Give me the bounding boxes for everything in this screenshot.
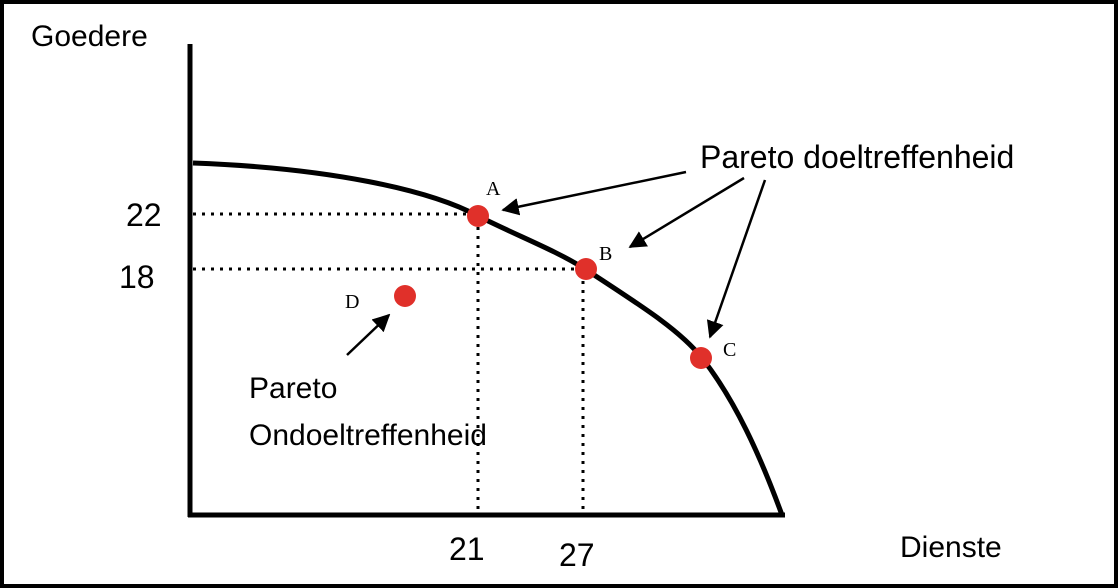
point-a-marker (467, 205, 489, 227)
arrow-to-a (501, 170, 687, 216)
point-b-marker (575, 258, 597, 280)
efficient-annotation: Pareto doeltreffenheid (700, 139, 1014, 175)
inefficient-annotation-line2: Ondoeltreffenheid (249, 419, 487, 452)
y-tick-18: 18 (119, 259, 155, 295)
y-axis-label: Goedere (31, 20, 148, 53)
point-d-label: D (345, 291, 359, 313)
arrow-to-b (628, 176, 745, 249)
inefficient-annotation-line1: Pareto (249, 372, 337, 405)
arrow-to-c (706, 179, 767, 339)
point-c-label: C (723, 339, 736, 361)
point-a-label: A (486, 178, 501, 200)
y-tick-22: 22 (126, 197, 162, 233)
point-d-marker (394, 285, 416, 307)
point-b-label: B (599, 243, 612, 265)
point-c-marker (690, 347, 712, 369)
x-tick-21: 21 (449, 531, 485, 567)
x-tick-27: 27 (559, 537, 595, 573)
arrow-to-d (346, 313, 391, 356)
x-axis-label: Dienste (900, 531, 1002, 564)
